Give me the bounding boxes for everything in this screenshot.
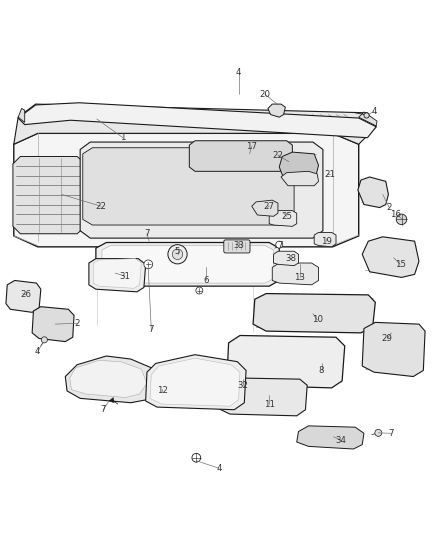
Text: 26: 26 xyxy=(21,290,32,300)
Polygon shape xyxy=(358,177,389,207)
Polygon shape xyxy=(80,142,323,238)
Text: 38: 38 xyxy=(286,254,297,263)
Text: 7: 7 xyxy=(277,241,283,250)
Polygon shape xyxy=(269,211,297,227)
Polygon shape xyxy=(109,398,114,403)
Polygon shape xyxy=(252,200,278,216)
Polygon shape xyxy=(189,141,292,171)
Polygon shape xyxy=(93,259,141,288)
Circle shape xyxy=(276,241,283,248)
Text: 2: 2 xyxy=(386,203,392,212)
Text: 16: 16 xyxy=(390,209,401,219)
Polygon shape xyxy=(14,133,359,247)
Polygon shape xyxy=(218,378,307,416)
Text: 22: 22 xyxy=(95,202,106,211)
Polygon shape xyxy=(359,112,377,126)
Text: 4: 4 xyxy=(216,464,222,473)
Polygon shape xyxy=(18,108,25,123)
Circle shape xyxy=(192,454,201,462)
Polygon shape xyxy=(362,237,419,277)
Polygon shape xyxy=(102,246,274,283)
Text: 7: 7 xyxy=(148,325,154,334)
Circle shape xyxy=(375,430,382,437)
Circle shape xyxy=(41,337,47,343)
Polygon shape xyxy=(274,251,298,265)
Text: 32: 32 xyxy=(237,381,248,390)
Text: 21: 21 xyxy=(325,171,336,179)
Text: 27: 27 xyxy=(264,202,275,211)
Polygon shape xyxy=(279,152,318,180)
Text: 12: 12 xyxy=(157,386,168,395)
Text: 34: 34 xyxy=(336,436,347,445)
FancyBboxPatch shape xyxy=(224,240,250,253)
Text: 4: 4 xyxy=(35,347,41,356)
Polygon shape xyxy=(150,358,240,406)
Polygon shape xyxy=(272,263,318,285)
Text: 13: 13 xyxy=(294,273,305,282)
Circle shape xyxy=(364,113,369,118)
Polygon shape xyxy=(18,103,376,138)
Text: 5: 5 xyxy=(175,247,180,256)
Text: 19: 19 xyxy=(321,237,332,246)
Text: 31: 31 xyxy=(120,272,131,280)
Polygon shape xyxy=(96,243,279,286)
Text: 2: 2 xyxy=(74,319,80,328)
Circle shape xyxy=(172,249,183,260)
Polygon shape xyxy=(314,232,336,247)
Text: 22: 22 xyxy=(272,151,283,160)
Text: 4: 4 xyxy=(371,107,377,116)
Text: 25: 25 xyxy=(281,212,292,221)
Text: 1: 1 xyxy=(120,133,126,142)
Text: 20: 20 xyxy=(259,90,270,99)
Circle shape xyxy=(168,245,187,264)
Polygon shape xyxy=(362,322,425,376)
Polygon shape xyxy=(6,280,41,312)
Text: 17: 17 xyxy=(246,142,257,151)
Text: 4: 4 xyxy=(236,68,241,77)
Circle shape xyxy=(196,287,203,294)
Text: 29: 29 xyxy=(381,334,392,343)
Text: 11: 11 xyxy=(264,400,275,408)
Polygon shape xyxy=(297,426,364,449)
Text: 6: 6 xyxy=(203,276,208,285)
Polygon shape xyxy=(65,356,157,403)
Polygon shape xyxy=(253,294,375,333)
Text: 15: 15 xyxy=(395,260,406,269)
Text: 7: 7 xyxy=(144,229,150,238)
Polygon shape xyxy=(83,148,294,225)
Text: 33: 33 xyxy=(233,241,244,250)
Text: 7: 7 xyxy=(389,429,394,438)
Polygon shape xyxy=(281,171,318,185)
Text: 10: 10 xyxy=(312,315,323,324)
Circle shape xyxy=(144,260,152,269)
Polygon shape xyxy=(14,104,376,144)
Text: 7: 7 xyxy=(101,405,106,414)
Polygon shape xyxy=(268,104,286,117)
Polygon shape xyxy=(89,259,146,292)
Polygon shape xyxy=(32,306,74,342)
Polygon shape xyxy=(227,335,345,388)
Polygon shape xyxy=(13,157,86,234)
Polygon shape xyxy=(146,354,246,410)
Circle shape xyxy=(396,214,407,224)
Polygon shape xyxy=(70,360,147,398)
Text: 8: 8 xyxy=(319,366,325,375)
